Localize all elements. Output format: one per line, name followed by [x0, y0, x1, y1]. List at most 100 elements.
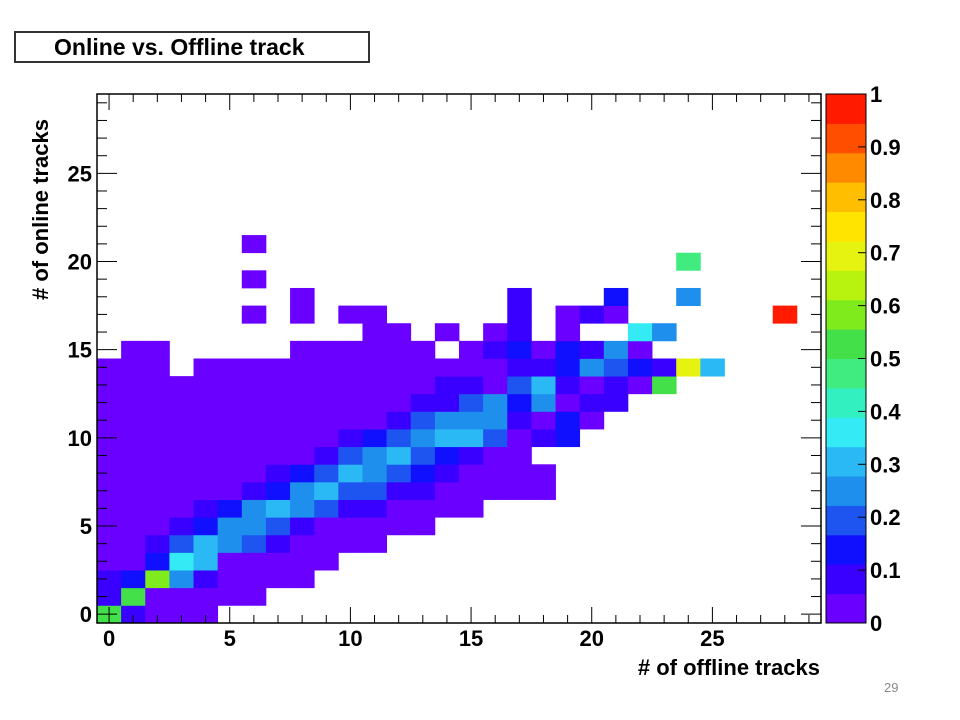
heatmap-cell: [362, 393, 387, 412]
heatmap-cell: [217, 570, 243, 589]
heatmap-cell: [386, 429, 412, 448]
heatmap-cell: [290, 287, 315, 306]
heatmap-cell: [97, 376, 122, 395]
colorbar-swatch: [826, 329, 866, 359]
heatmap-cell: [265, 411, 291, 430]
heatmap-cell: [555, 411, 581, 430]
colorbar-swatch: [826, 270, 866, 301]
heatmap-cell: [579, 358, 605, 377]
heatmap-cell: [362, 464, 387, 483]
heatmap-cell: [290, 517, 315, 536]
heatmap-cell: [434, 323, 460, 342]
heatmap-cell: [241, 481, 267, 500]
colorbar-swatch: [826, 240, 866, 271]
heatmap-cell: [121, 376, 146, 395]
heatmap-cell: [217, 481, 243, 500]
heatmap-cell: [314, 429, 339, 448]
heatmap-cell: [410, 464, 436, 483]
heatmap-cell: [410, 429, 436, 448]
heatmap-cell: [531, 481, 556, 500]
heatmap-cell: [145, 499, 170, 518]
heatmap-cell: [265, 499, 291, 518]
heatmap-cell: [410, 340, 436, 359]
heatmap-cell: [290, 552, 315, 571]
colorbar-swatch: [826, 564, 866, 595]
heatmap-cell: [531, 429, 556, 448]
heatmap-cell: [507, 481, 532, 500]
heatmap-cell: [627, 376, 653, 395]
colorbar-tick-label: 1: [870, 82, 882, 107]
colorbar-swatch: [826, 417, 866, 448]
heatmap-cell: [290, 376, 315, 395]
heatmap-cell: [483, 411, 508, 430]
heatmap-cell: [265, 376, 291, 395]
heatmap-cell: [265, 393, 291, 412]
heatmap-cell: [169, 587, 194, 606]
heatmap-cell: [169, 481, 194, 500]
heatmap-cell: [217, 517, 243, 536]
heatmap-cell: [386, 393, 412, 412]
heatmap-cell: [459, 499, 484, 518]
heatmap-cell: [459, 481, 484, 500]
heatmap-cell: [531, 464, 556, 483]
heatmap-cell: [386, 517, 412, 536]
heatmap-cell: [386, 481, 412, 500]
heatmap-cell: [121, 393, 146, 412]
heatmap-cell: [459, 358, 484, 377]
heatmap-cell: [265, 429, 291, 448]
heatmap-cell: [338, 429, 363, 448]
heatmap-cell: [338, 376, 363, 395]
heatmap-cell: [555, 429, 581, 448]
heatmap-cell: [338, 464, 363, 483]
heatmap-cell: [145, 340, 170, 359]
heatmap-cell: [193, 464, 219, 483]
heatmap-cells: [97, 235, 798, 624]
heatmap-cell: [121, 429, 146, 448]
heatmap-cell: [772, 305, 798, 324]
colorbar-swatch: [826, 387, 866, 418]
heatmap-cell: [700, 358, 725, 377]
heatmap-cell: [555, 358, 581, 377]
heatmap-cell: [338, 340, 363, 359]
heatmap-cell: [290, 481, 315, 500]
heatmap-cell: [459, 340, 484, 359]
y-axis-title: # of online tracks: [28, 119, 53, 300]
heatmap-cell: [410, 411, 436, 430]
heatmap-cell: [97, 534, 122, 553]
heatmap-cell: [362, 446, 387, 465]
heatmap-cell: [483, 358, 508, 377]
heatmap-cell: [169, 411, 194, 430]
heatmap-cell: [97, 481, 122, 500]
heatmap-cell: [290, 570, 315, 589]
heatmap-cell: [265, 552, 291, 571]
heatmap-cell: [241, 235, 267, 254]
heatmap-cell: [241, 376, 267, 395]
heatmap-cell: [507, 358, 532, 377]
heatmap-cell: [362, 517, 387, 536]
heatmap-cell: [121, 481, 146, 500]
heatmap-cell: [386, 323, 412, 342]
colorbar: 0 0.1 0.2 0.3 0.4 0.5 0.6 0.7 0.8 0.9 1: [825, 82, 901, 636]
heatmap-cell: [338, 446, 363, 465]
heatmap-cell: [145, 411, 170, 430]
y-tick-label: 5: [80, 514, 92, 539]
heatmap-cell: [241, 393, 267, 412]
heatmap-cell: [169, 605, 194, 624]
heatmap-cell: [483, 340, 508, 359]
heatmap-cell: [241, 552, 267, 571]
heatmap-cell: [314, 393, 339, 412]
heatmap-cell: [169, 552, 194, 571]
heatmap-cell: [386, 464, 412, 483]
heatmap-cell: [507, 323, 532, 342]
heatmap-cell: [241, 411, 267, 430]
axis-ticks: 0 5 10 15 20 25 0 5 10 15 20 25: [68, 94, 821, 651]
heatmap-cell: [676, 287, 701, 306]
colorbar-swatch: [826, 182, 866, 213]
colorbar-tick-label: 0.8: [870, 188, 901, 213]
heatmap-cell: [121, 605, 146, 624]
heatmap-cell: [652, 358, 677, 377]
heatmap-cell: [314, 499, 339, 518]
heatmap-cell: [290, 464, 315, 483]
heatmap-cell: [145, 587, 170, 606]
colorbar-swatch: [826, 358, 866, 389]
